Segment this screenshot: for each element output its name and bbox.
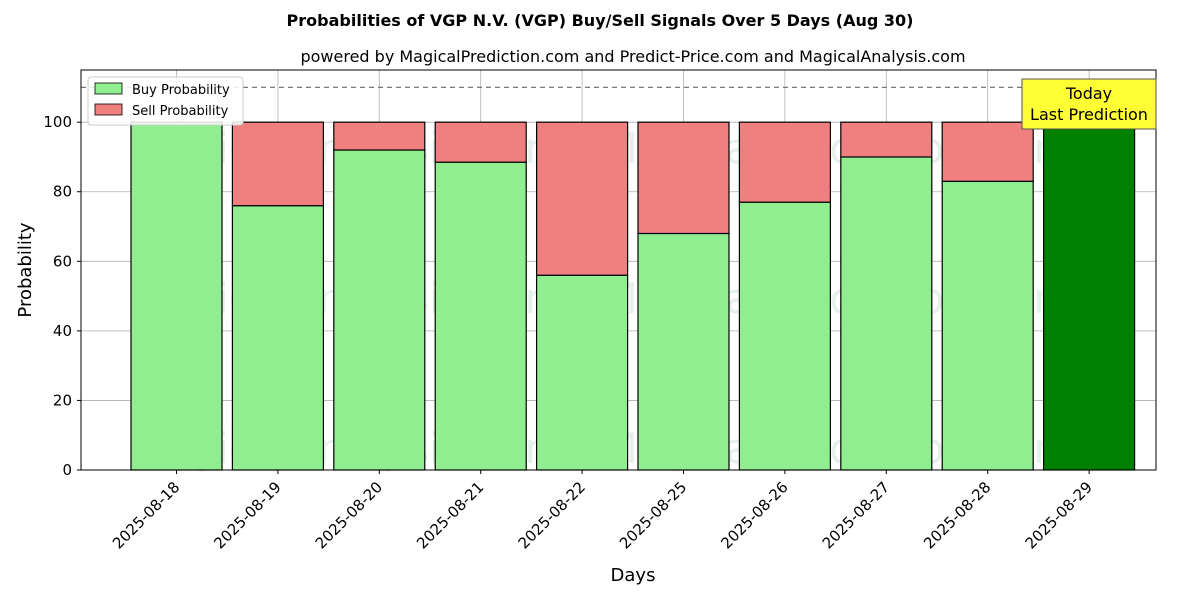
bar-buy	[434, 161, 527, 471]
bar-sell	[231, 121, 324, 207]
y-axis-label: Probability	[15, 222, 36, 317]
legend: Buy Probability Sell Probability	[87, 76, 244, 126]
bar-buy	[535, 274, 629, 471]
bars	[130, 121, 1136, 471]
y-axis-ticks: 0 20 40 60 80 100	[43, 113, 81, 479]
y-tick-label: 60	[53, 252, 72, 270]
plot-frame	[80, 69, 1157, 471]
bar-buy	[840, 156, 933, 471]
today-annotation-line1: Today	[1065, 84, 1112, 103]
bar-sell	[637, 121, 730, 235]
x-tick-label: 2025-08-27	[819, 478, 893, 552]
x-tick-label: 2025-08-25	[616, 478, 690, 552]
x-tick-label: 2025-08-18	[109, 478, 183, 552]
y-tick-label: 100	[43, 113, 72, 131]
legend-swatch-buy	[94, 82, 123, 95]
bar-sell	[535, 121, 629, 276]
x-tick-label: 2025-08-19	[210, 478, 284, 552]
y-tick-label: 40	[53, 322, 72, 340]
y-tick-label: 80	[53, 183, 72, 201]
legend-swatch-sell	[94, 103, 123, 116]
bar-buy	[941, 180, 1034, 471]
bar-sell	[333, 121, 426, 151]
today-annotation-box	[1021, 78, 1157, 130]
bar-sell	[434, 121, 527, 163]
x-tick-label: 2025-08-28	[920, 478, 994, 552]
today-annotation: Today Last Prediction	[1021, 78, 1157, 130]
y-tick-label: 0	[62, 461, 72, 479]
chart-subtitle: powered by MagicalPrediction.com and Pre…	[300, 47, 965, 66]
bar-buy	[231, 205, 324, 471]
x-tick-label: 2025-08-26	[717, 478, 791, 552]
x-tick-label: 2025-08-29	[1022, 478, 1096, 552]
bar-buy	[1042, 121, 1136, 471]
legend-box	[87, 76, 244, 126]
bar-buy	[333, 149, 426, 471]
bar-sell	[840, 121, 933, 158]
today-annotation-line2: Last Prediction	[1030, 105, 1148, 124]
legend-label-sell: Sell Probability	[132, 104, 229, 119]
bar-buy	[130, 121, 223, 471]
x-axis-label: Days	[611, 565, 656, 586]
legend-label-buy: Buy Probability	[132, 83, 230, 98]
x-tick-label: 2025-08-20	[312, 478, 386, 552]
x-tick-label: 2025-08-22	[515, 478, 589, 552]
bar-sell	[941, 121, 1034, 182]
x-tick-label: 2025-08-21	[413, 478, 487, 552]
x-axis-ticks: 2025-08-18 2025-08-19 2025-08-20 2025-08-21…	[109, 470, 1096, 552]
bar-sell	[738, 121, 832, 203]
bar-buy	[738, 201, 832, 471]
bar-buy	[637, 232, 730, 471]
chart-title: Probabilities of VGP N.V. (VGP) Buy/Sell…	[287, 11, 914, 30]
y-tick-label: 20	[53, 391, 72, 409]
